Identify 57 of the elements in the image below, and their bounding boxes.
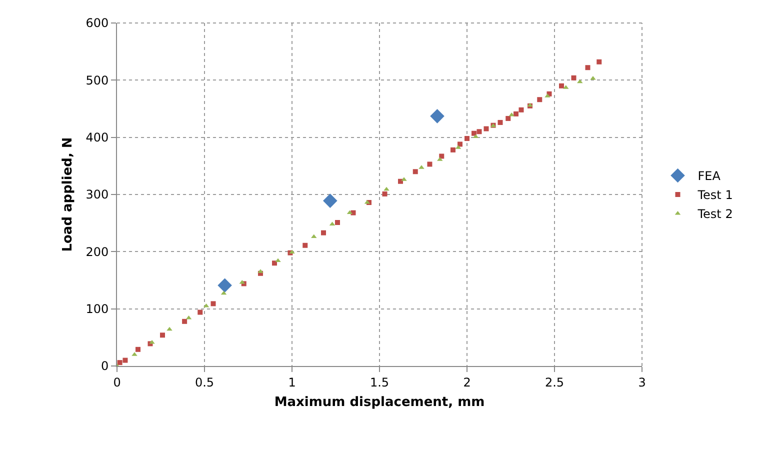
y-tick-label: 100 bbox=[86, 302, 109, 316]
point bbox=[484, 126, 489, 132]
point bbox=[335, 220, 340, 226]
point bbox=[439, 154, 444, 159]
point bbox=[321, 230, 326, 236]
x-tick-label: 2 bbox=[463, 375, 471, 390]
point bbox=[514, 111, 518, 116]
point bbox=[430, 109, 444, 124]
x-tick-label: 3 bbox=[638, 375, 646, 390]
legend-label: FEA bbox=[698, 169, 722, 184]
point bbox=[571, 75, 576, 80]
legend-label: Test 1 bbox=[696, 188, 733, 202]
y-tick-label: 200 bbox=[86, 244, 109, 259]
point bbox=[210, 301, 216, 306]
legend-label: Test 2 bbox=[696, 207, 733, 222]
y-tick-label: 0 bbox=[100, 359, 109, 374]
point bbox=[136, 346, 140, 352]
y-tick-label: 500 bbox=[86, 73, 109, 88]
point bbox=[427, 162, 432, 167]
y-tick-label: 600 bbox=[86, 16, 109, 30]
x-tick-label: 2.5 bbox=[544, 375, 564, 390]
x-tick-label: 0 bbox=[113, 375, 121, 390]
point bbox=[384, 186, 390, 191]
point bbox=[464, 136, 470, 141]
point bbox=[198, 310, 203, 315]
point bbox=[398, 178, 403, 184]
y-tick-label: 300 bbox=[86, 188, 109, 202]
point bbox=[272, 260, 277, 266]
point bbox=[412, 169, 418, 174]
point bbox=[160, 332, 165, 338]
point bbox=[450, 147, 456, 152]
point bbox=[302, 242, 308, 248]
point bbox=[585, 65, 590, 70]
point bbox=[275, 258, 281, 262]
y-tick-label: 400 bbox=[86, 130, 109, 145]
point bbox=[518, 107, 524, 112]
point bbox=[382, 191, 388, 196]
point bbox=[537, 97, 542, 102]
point bbox=[476, 129, 482, 134]
point bbox=[350, 210, 356, 216]
point bbox=[166, 326, 172, 331]
point bbox=[506, 116, 511, 121]
point bbox=[458, 142, 462, 147]
point bbox=[596, 59, 602, 64]
x-tick-label: 0.5 bbox=[194, 375, 214, 390]
point bbox=[498, 120, 503, 125]
x-tick-label: 1 bbox=[288, 375, 296, 390]
point bbox=[218, 278, 232, 293]
x-axis-title: Maximum displacement, mm bbox=[274, 395, 485, 410]
point bbox=[323, 194, 338, 208]
y-axis-title: Load applied, N bbox=[60, 137, 76, 252]
point bbox=[559, 83, 564, 88]
x-tick-label: 1.5 bbox=[370, 375, 390, 390]
point bbox=[472, 130, 476, 136]
point bbox=[122, 358, 128, 363]
point bbox=[182, 318, 188, 324]
point bbox=[117, 360, 122, 366]
